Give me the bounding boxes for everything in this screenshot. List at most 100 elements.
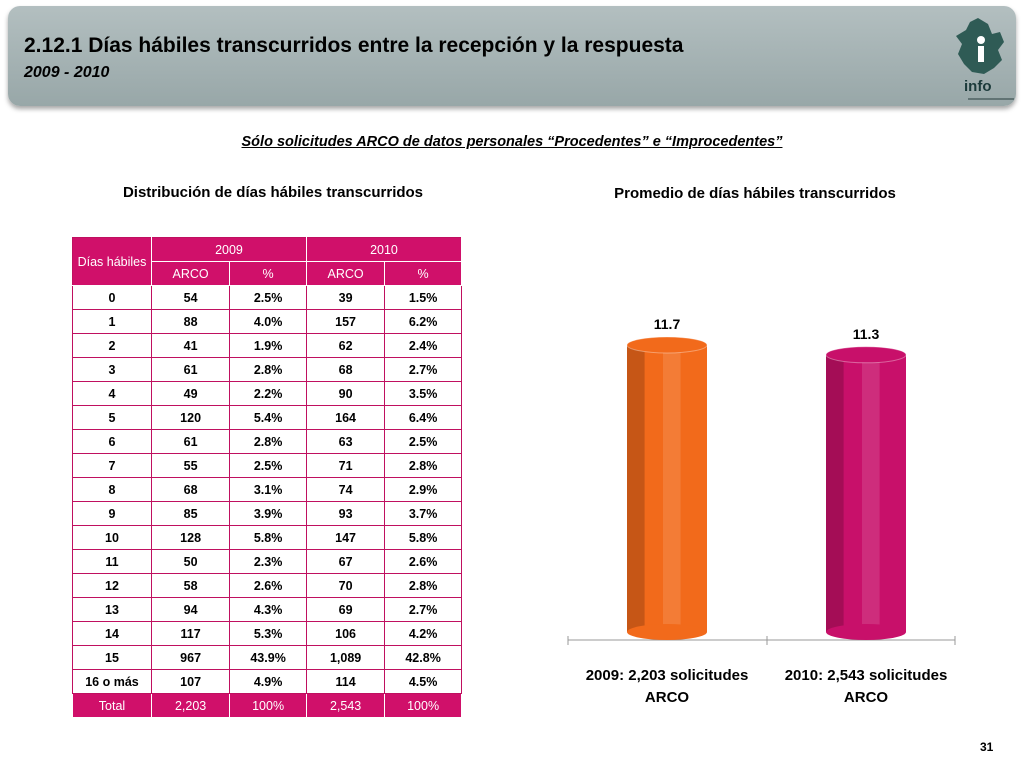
table-cell: 2.3% [229,549,307,574]
table-row: 14 117 5.3% 106 4.2% [72,621,462,646]
table-cell: 2.6% [229,573,307,598]
table-cell: 49 [150,381,231,406]
table-cell: 71 [305,453,386,478]
table-row: 5 120 5.4% 164 6.4% [72,405,462,430]
table-cell: 5.8% [384,525,462,550]
table-cell: 4.5% [384,669,462,694]
table-cell: 85 [150,501,231,526]
table-cell: 61 [150,429,231,454]
table-cell: 2.8% [229,429,307,454]
table-cell: 61 [150,357,231,382]
table-cell: 39 [305,285,386,310]
bar-shade [627,345,645,632]
table-cell: 74 [305,477,386,502]
table-cell: 55 [150,453,231,478]
table-row: 2 41 1.9% 62 2.4% [72,333,462,358]
row-label-cell: 2 [72,333,152,358]
table-cell: 50 [150,549,231,574]
table-row: 1 88 4.0% 157 6.2% [72,309,462,334]
table-cell: 128 [150,525,231,550]
table-cell: 2.4% [384,333,462,358]
bar-body [627,345,707,632]
header-banner: 2.12.1 Días hábiles transcurridos entre … [8,6,1016,106]
table-row: 15 967 43.9% 1,089 42.8% [72,645,462,670]
table-cell: 2.2% [229,381,307,406]
table-cell: 2,543 [305,693,386,718]
bar-highlight [663,345,681,632]
bar-highlight [862,354,880,632]
table-cell: 6.4% [384,405,462,430]
table-row: 7 55 2.5% 71 2.8% [72,453,462,478]
table-cell: 43.9% [229,645,307,670]
average-days-chart: 11.7 2009: 2,203 solicitudes ARCO 11.3 2010:… [567,316,956,706]
table-cell: 90 [305,381,386,406]
table-row: 4 49 2.2% 90 3.5% [72,381,462,406]
distribution-table: Días hábiles 2009 2010 ARCO % ARCO % 0 54… [72,237,463,718]
table-cell: 2.5% [229,453,307,478]
table-cell: 63 [305,429,386,454]
category-label: 2009: 2,203 solicitudes [586,667,749,684]
table-cell: 68 [305,357,386,382]
row-label-cell: 8 [72,477,152,502]
table-cell: 4.0% [229,309,307,334]
table-cell: 3.5% [384,381,462,406]
table-cell: 164 [305,405,386,430]
row-label-cell: 12 [72,573,152,598]
bar-top [825,346,907,364]
table-row: 10 128 5.8% 147 5.8% [72,525,462,550]
bar-1 [626,336,708,640]
table-cell: 1,089 [305,645,386,670]
table-total-row: Total 2,203 100% 2,543 100% [72,693,462,718]
data-label: 11.3 [853,326,880,342]
table-cell: 68 [150,477,231,502]
logo-text: info [964,78,992,95]
table-row: 9 85 3.9% 93 3.7% [72,501,462,526]
page-title: 2.12.1 Días hábiles transcurridos entre … [24,34,684,57]
table-cell: 70 [305,573,386,598]
row-label-cell: 11 [72,549,152,574]
table-cell: 2.8% [384,453,462,478]
row-label-cell: 15 [72,645,152,670]
table-cell: 2.8% [229,357,307,382]
table-cell: 2.8% [384,573,462,598]
row-label-cell: 3 [72,357,152,382]
data-label: 11.7 [654,316,681,332]
year-header-2009: 2009 [151,237,307,262]
table-cell: 88 [150,309,231,334]
subheader-pct-2010: % [384,261,462,286]
table-cell: 1.9% [229,333,307,358]
table-cell: 2.6% [384,549,462,574]
table-cell: 967 [150,645,231,670]
row-label-cell: 4 [72,381,152,406]
row-label-cell: 7 [72,453,152,478]
table-cell: 5.4% [229,405,307,430]
bar-top [626,336,708,354]
table-cell: 5.8% [229,525,307,550]
table-cell: 120 [150,405,231,430]
logo-tagline [968,98,1014,100]
table-cell: 4.3% [229,597,307,622]
table-cell: 147 [305,525,386,550]
row-label-cell: 13 [72,597,152,622]
category-label: ARCO [844,689,888,706]
table-cell: 2,203 [150,693,231,718]
table-cell: 54 [150,285,231,310]
table-cell: 100% [384,693,462,718]
bar-base [826,624,906,640]
table-row: 0 54 2.5% 39 1.5% [72,285,462,310]
row-label-cell: 9 [72,501,152,526]
year-header-2010: 2010 [305,237,463,262]
subheader-arco-2010: ARCO [305,261,386,286]
table-cell: 58 [150,573,231,598]
subheader-arco-2009: ARCO [150,261,231,286]
table-cell: 4.2% [384,621,462,646]
table-row: 6 61 2.8% 63 2.5% [72,429,462,454]
row-label-cell: 5 [72,405,152,430]
table-cell: 157 [305,309,386,334]
row-label-cell: 14 [72,621,152,646]
section-title: Sólo solicitudes ARCO de datos personale… [241,134,783,150]
bar-body [826,354,906,632]
row-label-cell: 16 o más [72,669,152,694]
table-cell: 117 [150,621,231,646]
table-row: 16 o más 107 4.9% 114 4.5% [72,669,462,694]
